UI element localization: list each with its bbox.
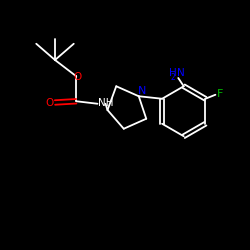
Text: 2: 2 [171,73,175,82]
Text: NH: NH [98,98,113,108]
Text: N: N [178,68,185,78]
Text: F: F [217,89,224,99]
Text: O: O [46,98,54,108]
Text: O: O [74,72,82,82]
Text: N: N [138,86,146,96]
Text: H: H [168,68,176,78]
